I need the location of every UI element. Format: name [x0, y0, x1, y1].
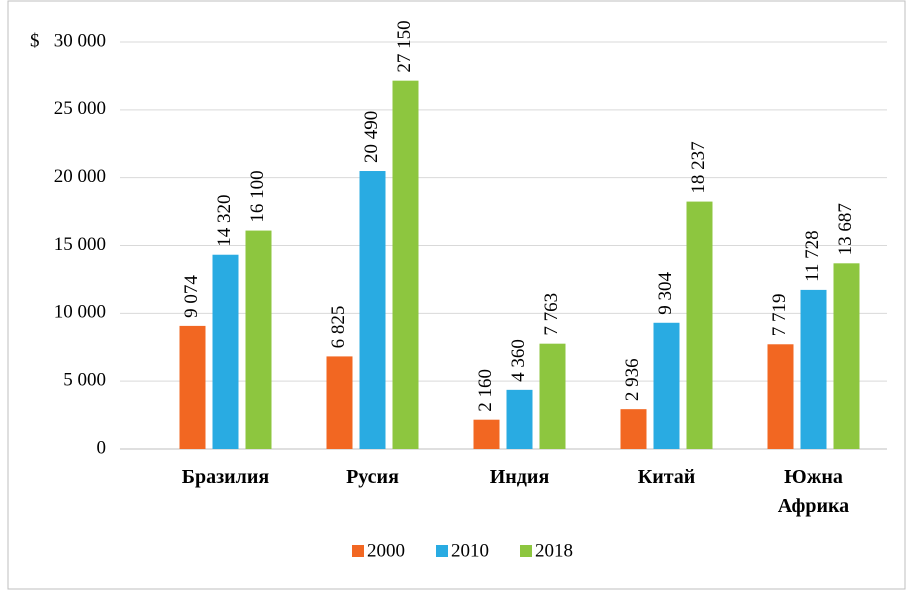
data-label: 6 825 [328, 306, 349, 349]
legend-swatch [520, 545, 532, 557]
data-label: 11 728 [802, 230, 823, 282]
y-tick-label: 0 [97, 437, 107, 458]
data-label: 9 304 [655, 272, 676, 315]
data-label: 18 237 [688, 141, 709, 193]
data-label: 27 150 [394, 20, 415, 72]
bar [212, 254, 239, 449]
bar [473, 419, 500, 449]
y-axis-label: $ [30, 30, 40, 51]
data-label: 16 100 [247, 170, 268, 222]
data-label: 2 936 [622, 358, 643, 401]
bar [392, 80, 419, 449]
bar [245, 230, 272, 449]
frame [7, 0, 906, 590]
y-tick-label: 25 000 [54, 98, 106, 119]
data-label: 9 074 [181, 275, 202, 318]
x-tick-label: Бразилия [181, 466, 270, 488]
legend-label: 2018 [535, 540, 573, 561]
x-tick-label: Индия [489, 466, 550, 488]
y-tick-label: 20 000 [54, 166, 106, 187]
legend-swatch [436, 545, 448, 557]
legend-label: 2010 [451, 540, 489, 561]
data-label: 7 763 [541, 293, 562, 336]
x-tick-label: Южна Африка [777, 466, 850, 517]
data-label: 20 490 [361, 111, 382, 163]
data-label: 4 360 [508, 339, 529, 382]
data-label: 2 160 [475, 369, 496, 412]
bar [800, 289, 827, 449]
x-tick-label: Китай [637, 466, 696, 488]
bar [767, 344, 794, 449]
y-tick-label: 15 000 [54, 234, 106, 255]
bar [326, 356, 353, 449]
data-label: 14 320 [214, 194, 235, 246]
y-tick-label: 10 000 [54, 302, 106, 323]
bar [506, 389, 533, 449]
bar [653, 322, 680, 449]
bar [539, 343, 566, 449]
x-tick-label: Русия [346, 466, 399, 488]
legend-label: 2000 [367, 540, 405, 561]
y-tick-label: 30 000 [54, 30, 106, 51]
legend-swatch [352, 545, 364, 557]
y-tick-label: 5 000 [63, 370, 106, 391]
data-label: 7 719 [769, 294, 790, 337]
bar [359, 171, 386, 450]
bar [686, 201, 713, 449]
bar [620, 409, 647, 449]
bar [833, 263, 860, 449]
data-label: 13 687 [835, 203, 856, 255]
bar [179, 325, 206, 449]
